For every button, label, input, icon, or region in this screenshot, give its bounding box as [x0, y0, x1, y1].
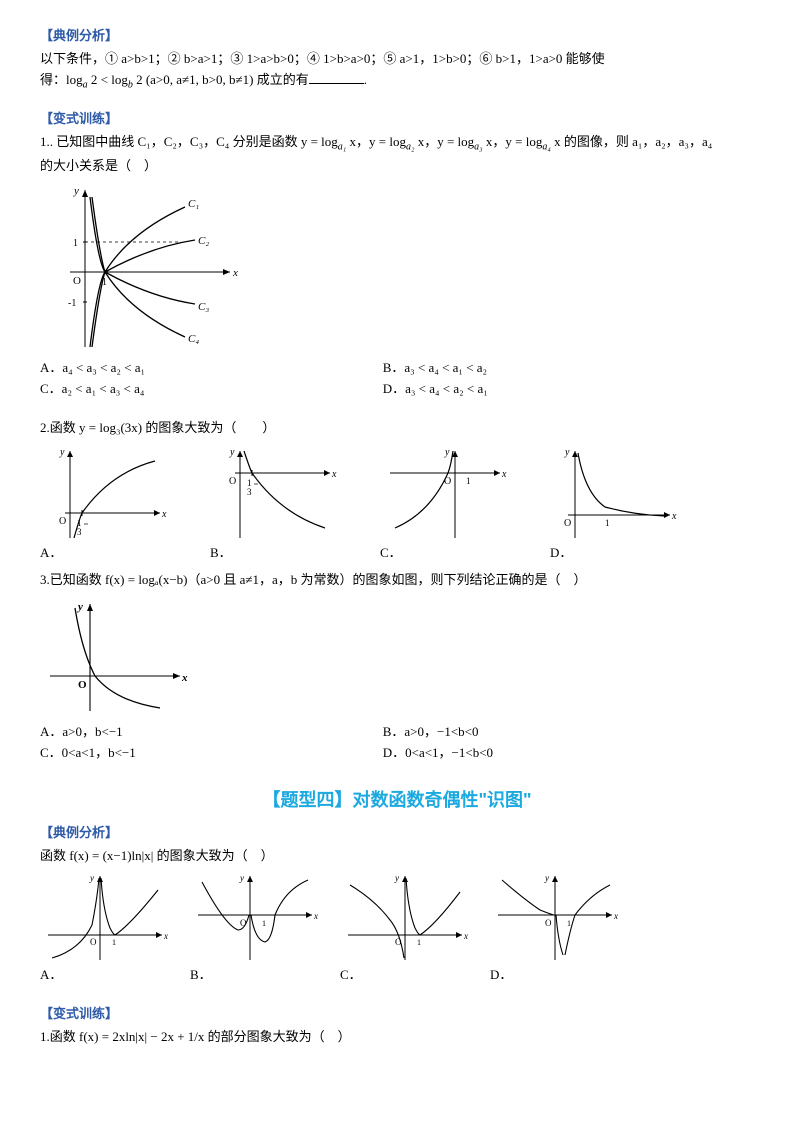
q3-opt-c: C．0<a<1，b<−1	[40, 743, 383, 764]
sec2-graph-b: xy O1 B．	[190, 870, 320, 986]
q3-opt-b: B．a>0，−1<b<0	[383, 722, 726, 743]
svg-text:x: x	[463, 931, 468, 941]
svg-text:1: 1	[605, 518, 610, 528]
q1-text: 1.. 已知图中曲线 C₁，C₂，C₃，C₄ 分别是函数 y = loga₁ x…	[40, 132, 754, 176]
svg-text:y: y	[73, 185, 79, 197]
cond-line1: 以下条件，① a>b>1；② b>a>1；③ 1>a>b>0；④ 1>b>a>0…	[40, 51, 605, 66]
sec2-graph-d: xy O1 D．	[490, 870, 620, 986]
sec2-graph-c: xy O1 C．	[340, 870, 470, 986]
var2-q: 1.函数 f(x) = 2xln|x| − 2x + 1/x 的部分图象大致为（…	[40, 1027, 754, 1048]
svg-text:O: O	[564, 518, 571, 529]
svg-text:O: O	[90, 937, 97, 947]
svg-text:y: y	[394, 873, 399, 883]
svg-text:C₄: C₄	[188, 333, 199, 345]
svg-text:1: 1	[262, 919, 266, 928]
sec2-options: xy O1 A． xy O1 B． xy O1 C．	[40, 870, 754, 986]
svg-text:O: O	[444, 476, 451, 487]
svg-text:x: x	[232, 267, 238, 279]
svg-text:x: x	[501, 469, 507, 480]
svg-text:y: y	[444, 447, 450, 458]
example-analysis-title-2: 【典例分析】	[40, 823, 754, 844]
svg-text:x: x	[313, 911, 318, 921]
q1-opt-d: D．a₃ < a₄ < a₂ < a₁	[383, 379, 726, 400]
svg-text:x: x	[181, 672, 188, 684]
svg-text:3: 3	[247, 487, 252, 497]
svg-text:y: y	[239, 873, 244, 883]
svg-text:1: 1	[466, 476, 471, 486]
svg-text:3: 3	[77, 527, 82, 537]
q2-text: 2.函数 y = log₃(3x) 的图象大致为（ ）	[40, 418, 754, 439]
svg-text:x: x	[161, 509, 167, 520]
svg-text:y: y	[229, 447, 235, 458]
svg-text:-1: -1	[68, 298, 76, 309]
q2-graph-b: x y O 13 B．	[210, 443, 340, 564]
q3-opt-d: D．0<a<1，−1<b<0	[383, 743, 726, 764]
q2-graph-d: x y O 1 D．	[550, 443, 680, 564]
svg-text:y: y	[544, 873, 549, 883]
svg-text:1: 1	[567, 919, 571, 928]
svg-text:y: y	[59, 447, 65, 458]
problem-conditions: 以下条件，① a>b>1；② b>a>1；③ 1>a>b>0；④ 1>b>a>0…	[40, 49, 754, 93]
svg-text:x: x	[163, 931, 168, 941]
q1-opt-c: C．a₂ < a₁ < a₃ < a₄	[40, 379, 383, 400]
svg-text:C₂: C₂	[198, 235, 209, 247]
svg-text:x: x	[331, 469, 337, 480]
svg-text:y: y	[564, 447, 570, 458]
section-big-title: 【题型四】对数函数奇偶性"识图"	[40, 786, 754, 815]
q1-opt-b: B．a₃ < a₄ < a₁ < a₂	[383, 358, 726, 379]
svg-text:1: 1	[112, 938, 116, 947]
svg-text:C₁: C₁	[188, 198, 199, 210]
variant-training-title-1: 【变式训练】	[40, 109, 754, 130]
q3-text: 3.已知函数 f(x) = logₐ(x−b)（a>0 且 a≠1，a，b 为常…	[40, 570, 754, 591]
svg-text:O: O	[229, 476, 236, 487]
svg-text:y: y	[76, 601, 83, 613]
q1-opt-a: A．a₄ < a₃ < a₂ < a₁	[40, 358, 383, 379]
svg-text:1: 1	[73, 238, 78, 249]
svg-text:O: O	[545, 918, 552, 928]
q1-options: A．a₄ < a₃ < a₂ < a₁ B．a₃ < a₄ < a₁ < a₂ …	[40, 358, 754, 400]
sec2-graph-a: xy O1 A．	[40, 870, 170, 986]
q2-graph-a: x y O 13 A．	[40, 443, 170, 564]
svg-text:O: O	[78, 679, 87, 691]
q3-figure: x y O	[40, 596, 754, 716]
chart-log-curves: x y O 1 1 -1 C₁ C₂ C₃ C₄	[40, 182, 754, 352]
example-analysis-title: 【典例分析】	[40, 26, 754, 47]
svg-text:x: x	[671, 511, 677, 522]
svg-text:C₃: C₃	[198, 301, 209, 313]
answer-blank	[309, 83, 364, 84]
svg-text:O: O	[73, 275, 81, 287]
variant-training-title-2: 【变式训练】	[40, 1004, 754, 1025]
svg-text:y: y	[89, 873, 94, 883]
svg-text:x: x	[613, 911, 618, 921]
sec2-q: 函数 f(x) = (x−1)ln|x| 的图象大致为（ ）	[40, 846, 754, 867]
q2-graph-c: x y O 1 C．	[380, 443, 510, 564]
q3-options: A．a>0，b<−1 B．a>0，−1<b<0 C．0<a<1，b<−1 D．0…	[40, 722, 754, 764]
cond-line2-pre: 得：log	[40, 72, 83, 87]
svg-text:O: O	[59, 516, 66, 527]
svg-text:1: 1	[417, 938, 421, 947]
q3-opt-a: A．a>0，b<−1	[40, 722, 383, 743]
q2-options: x y O 13 A． x y O 13 B． x y O 1	[40, 443, 754, 564]
